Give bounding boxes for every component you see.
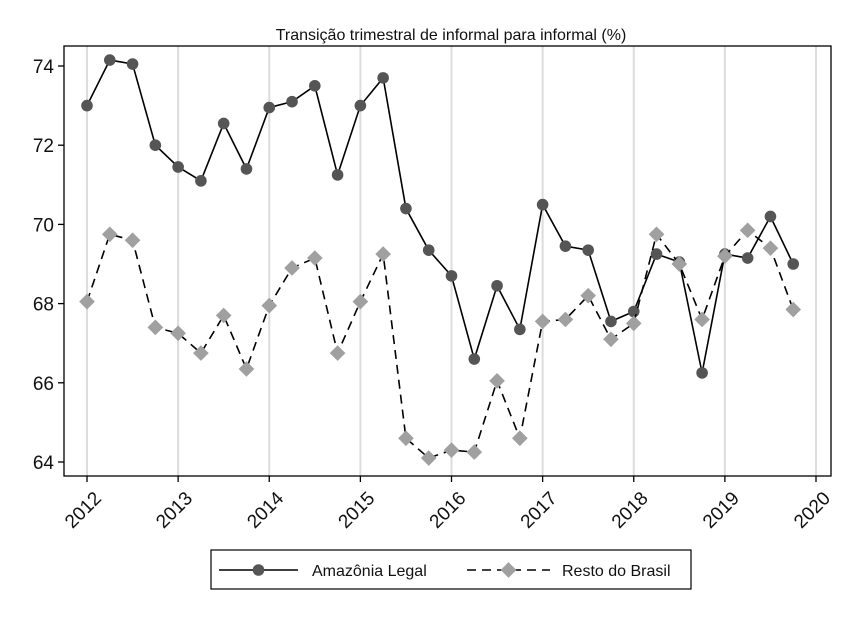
data-point <box>420 450 437 466</box>
data-point <box>309 80 321 92</box>
x-tick-label: 2014 <box>243 488 288 533</box>
data-point <box>787 258 800 270</box>
data-point <box>261 297 278 314</box>
data-point <box>741 252 754 264</box>
x-tick-label: 2016 <box>426 488 471 533</box>
data-point <box>124 232 141 249</box>
y-tick-label: 68 <box>33 295 54 316</box>
x-tick-label: 2013 <box>152 488 197 533</box>
y-tick-label: 66 <box>33 374 54 395</box>
x-tick-label: 2018 <box>608 488 653 533</box>
data-point <box>605 315 617 328</box>
data-point <box>466 444 483 460</box>
data-point <box>422 244 435 256</box>
data-point <box>491 279 503 292</box>
legend-label: Amazônia Legal <box>312 563 427 580</box>
legend-marker <box>252 564 265 576</box>
series-2 <box>79 222 802 466</box>
legend: Amazônia Legal Resto do Brasil <box>210 549 692 590</box>
y-tick-label: 64 <box>33 453 55 474</box>
data-point <box>352 293 369 310</box>
data-point <box>764 210 777 223</box>
x-tick-label: 2012 <box>61 488 106 533</box>
chart-title: Transição trimestral de informal para in… <box>276 27 627 44</box>
data-point <box>377 72 389 84</box>
data-point <box>739 222 756 239</box>
data-point <box>468 353 481 365</box>
legend-label: Resto do Brasil <box>562 563 671 580</box>
data-point <box>785 301 802 318</box>
data-point <box>717 248 733 264</box>
data-point <box>240 163 253 175</box>
data-point <box>103 54 116 66</box>
data-point <box>375 246 391 262</box>
data-point <box>149 139 162 151</box>
data-point <box>489 372 505 389</box>
data-point <box>648 226 665 243</box>
data-point <box>329 345 346 361</box>
data-point <box>582 244 594 256</box>
data-point <box>557 311 574 328</box>
y-tick-label: 74 <box>33 57 55 78</box>
data-point <box>514 323 526 336</box>
plot-frame <box>63 45 832 477</box>
x-tick-label: 2017 <box>517 488 562 533</box>
data-point <box>534 313 551 330</box>
series-line <box>86 229 794 459</box>
data-point <box>193 345 209 361</box>
data-point <box>101 226 118 243</box>
x-tick-label: 2020 <box>790 488 835 533</box>
y-tick-label: 70 <box>33 215 54 236</box>
data-point <box>696 367 708 379</box>
data-point <box>284 260 300 276</box>
data-point <box>215 307 232 324</box>
data-point <box>512 430 528 447</box>
data-point <box>195 175 207 187</box>
data-point <box>694 311 710 328</box>
series-line <box>86 59 794 374</box>
series-1 <box>81 54 800 379</box>
data-point <box>625 315 642 332</box>
data-point <box>650 248 663 260</box>
data-point <box>126 58 139 70</box>
data-point <box>443 442 460 458</box>
data-point <box>238 361 255 377</box>
data-point <box>217 117 230 130</box>
axes: 64 66 68 70 72 74 2012 2013 2014 2015 2016 2017 2018… <box>33 57 835 533</box>
data-point <box>559 240 572 252</box>
data-point <box>286 95 298 108</box>
data-point <box>603 331 619 348</box>
series-layer <box>79 54 802 466</box>
data-point <box>306 250 323 266</box>
x-tick-label: 2015 <box>335 488 380 533</box>
data-point <box>400 202 412 215</box>
legend-marker <box>500 562 517 578</box>
data-point <box>263 101 276 114</box>
data-point <box>79 293 95 310</box>
data-point <box>671 256 688 272</box>
data-point <box>580 287 597 304</box>
data-point <box>536 198 549 211</box>
x-tick-label: 2019 <box>699 488 744 533</box>
data-point <box>331 169 344 181</box>
data-point <box>172 161 184 173</box>
data-point <box>398 430 414 447</box>
grid-lines <box>86 46 817 476</box>
data-point <box>81 99 93 112</box>
data-point <box>445 270 458 282</box>
data-point <box>354 99 367 112</box>
data-point <box>170 325 186 342</box>
data-point <box>762 240 779 256</box>
data-point <box>147 319 164 336</box>
y-tick-label: 72 <box>33 136 54 157</box>
